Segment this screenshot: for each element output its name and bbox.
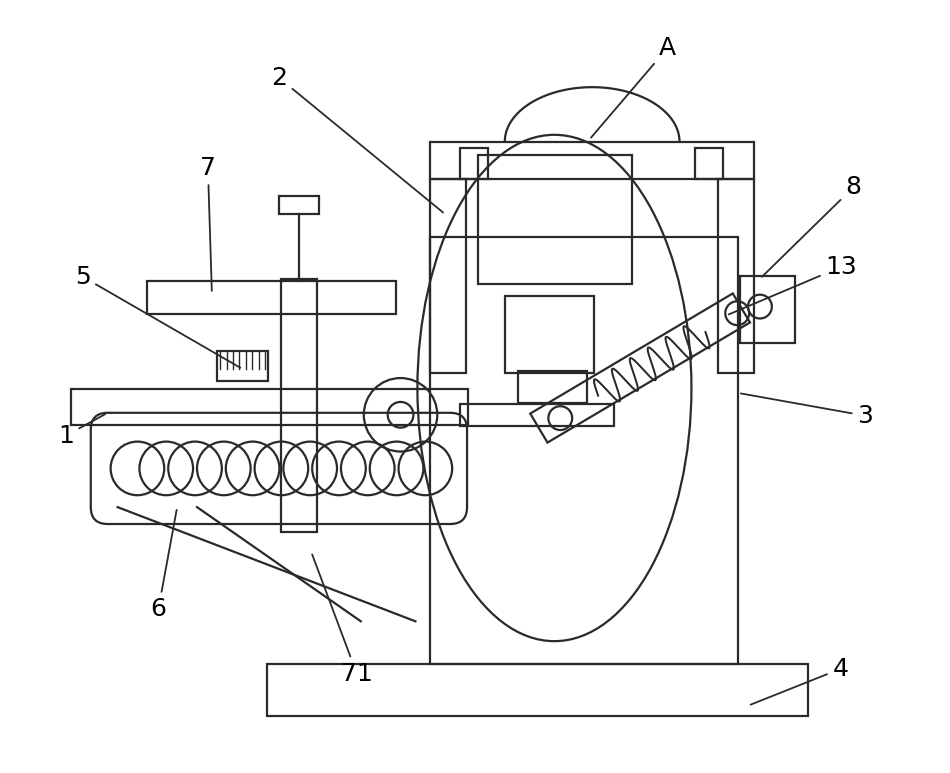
Bar [217,351,269,381]
Text: 13: 13 [729,255,857,315]
Text: 1: 1 [58,414,105,448]
Text: 7: 7 [200,155,216,291]
Bar [71,389,468,424]
Bar [460,404,614,426]
Bar [460,148,488,179]
Bar [430,237,738,664]
Text: 8: 8 [762,175,862,277]
Bar [430,141,754,179]
Bar [267,664,808,716]
Text: 6: 6 [150,510,177,621]
Bar [518,371,587,403]
Bar [478,155,632,284]
Bar [281,279,317,532]
Bar [718,179,754,373]
Text: 3: 3 [741,393,873,427]
Bar [430,179,466,373]
Text: 4: 4 [750,657,848,705]
Bar [530,294,750,443]
Bar [279,196,319,214]
Text: A: A [591,36,675,138]
Text: 5: 5 [75,264,240,368]
Bar [147,281,395,314]
Text: 71: 71 [313,554,372,686]
Bar [504,295,594,373]
Text: 2: 2 [272,66,443,213]
Bar [740,276,795,343]
Bar [695,148,723,179]
